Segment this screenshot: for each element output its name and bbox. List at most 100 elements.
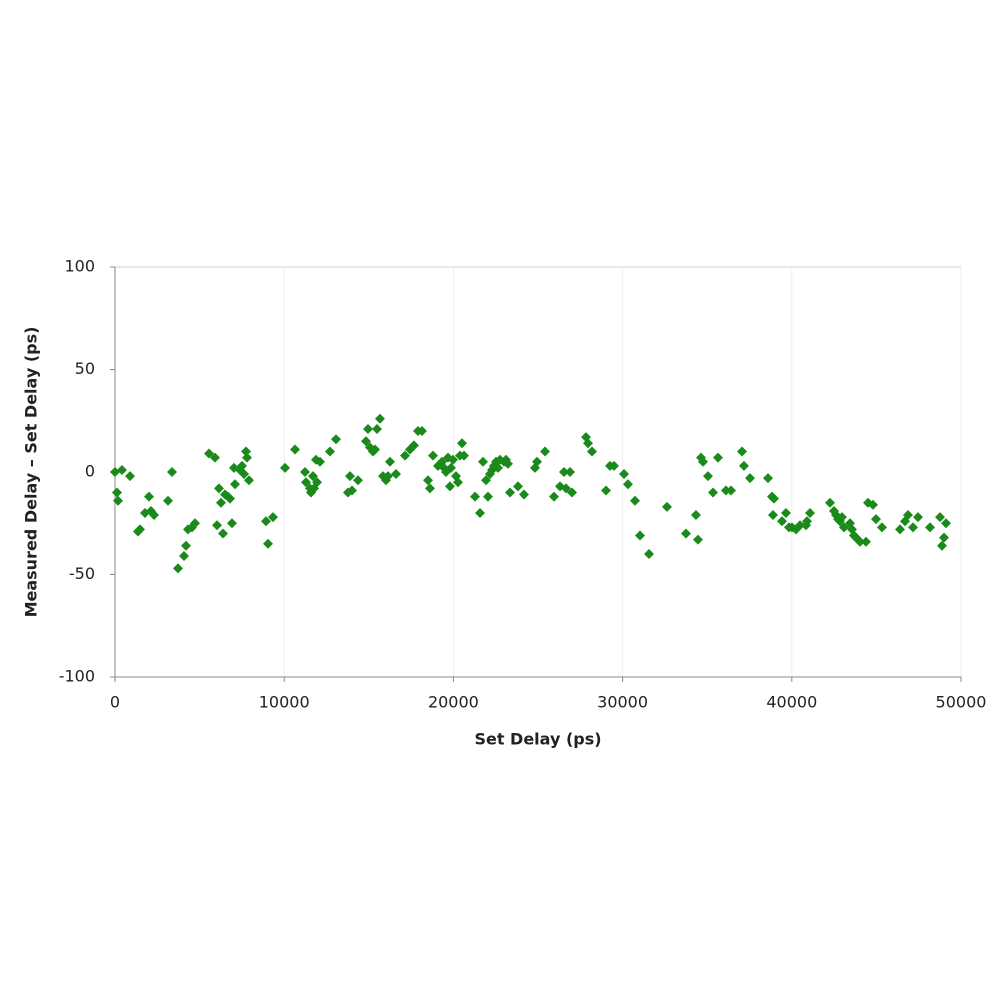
point [608,460,619,471]
point [427,450,438,461]
point [622,479,633,490]
point [582,438,593,449]
point [804,508,815,518]
point [172,563,183,574]
point [456,438,467,449]
y-tick-label: 50 [75,359,95,378]
point [586,446,597,457]
point [618,469,629,480]
point [532,456,543,467]
point [912,512,923,523]
point [767,510,778,521]
point [902,510,913,521]
point [482,491,493,502]
point [780,508,791,518]
point [854,536,865,547]
point [634,530,645,541]
point [399,450,410,461]
y-tick-label: -50 [69,564,95,583]
point [369,444,380,455]
y-tick-label: 0 [85,462,95,481]
point [209,452,220,463]
point [238,469,249,480]
point [480,475,491,486]
point [720,485,731,496]
point [213,483,224,494]
point [408,440,419,451]
point [469,491,480,502]
point [324,446,335,457]
point [936,540,947,551]
point [518,489,529,500]
point [702,471,713,482]
point [794,520,805,531]
x-tick-label: 30000 [597,693,648,712]
point [307,471,318,482]
point [237,460,248,471]
point [548,491,559,502]
point [243,475,254,486]
point [894,524,905,535]
point [226,518,237,529]
point [738,460,749,471]
point [240,446,251,457]
x-tick-label: 50000 [936,693,987,712]
point [838,522,849,533]
point [390,469,401,480]
point [938,532,949,543]
point [229,479,240,490]
point [712,452,723,463]
point [512,481,523,492]
point [111,487,122,498]
point [768,493,779,504]
point [744,473,755,484]
point [352,475,363,486]
point [279,462,290,473]
point [241,452,252,463]
point [416,426,427,436]
point [371,423,382,434]
point [504,487,515,498]
point [452,477,463,488]
point [776,516,787,527]
y-tick-label: 100 [64,257,95,276]
point [124,471,135,482]
point [629,495,640,506]
point [424,483,435,494]
point [384,456,395,467]
point [344,471,355,482]
point [149,510,160,521]
point [422,475,433,486]
point [112,495,123,506]
x-tick-label: 10000 [259,693,310,712]
point [836,512,847,523]
point [539,446,550,457]
point [697,456,708,467]
point [558,467,569,477]
point [117,464,128,475]
point [876,522,887,533]
point [566,487,577,498]
point [314,456,325,467]
point [561,483,572,494]
point [692,534,703,545]
point [180,540,191,551]
point [725,485,736,496]
point [940,518,951,529]
point [330,434,341,445]
point [300,477,311,488]
point [860,536,871,547]
point [762,473,773,484]
point [707,487,718,498]
point [189,518,200,529]
point [801,516,812,527]
point [477,456,488,467]
point [690,510,701,521]
point [203,448,214,459]
point [382,471,393,482]
point [311,477,322,488]
point [362,423,373,434]
point [260,516,271,527]
point [224,493,235,504]
point [643,549,654,559]
